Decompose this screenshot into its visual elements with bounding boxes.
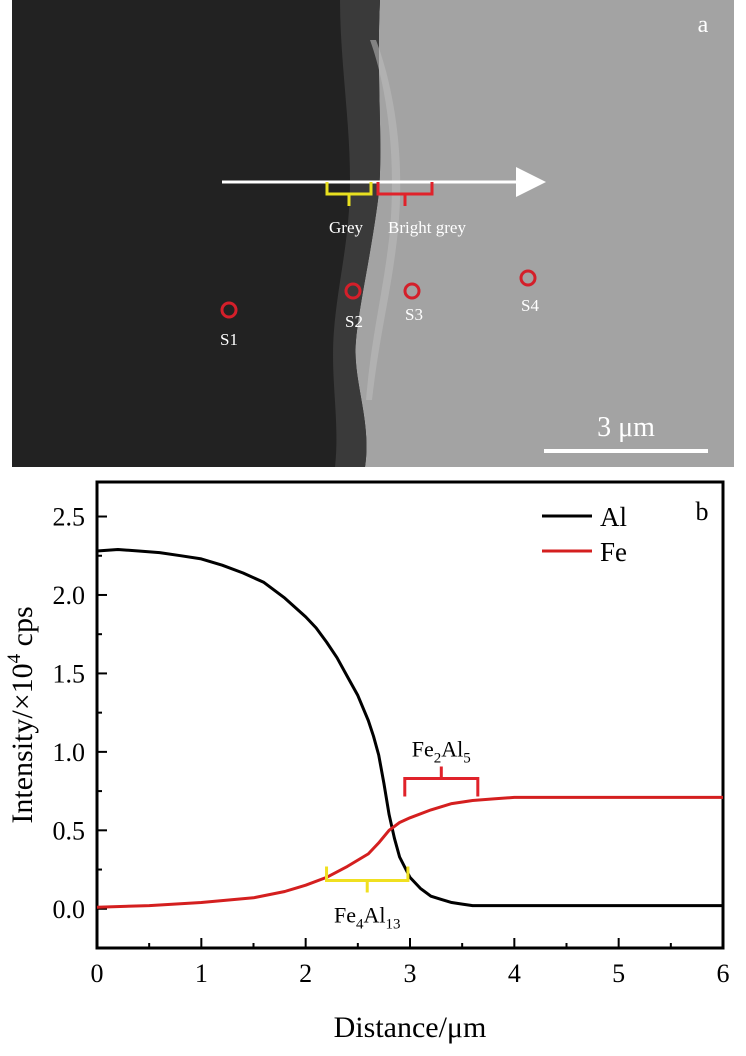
panel-b-label: b: [696, 497, 709, 526]
annotation-bracket: [403, 766, 480, 797]
point-s4-label: S4: [521, 296, 539, 315]
y-tick-label: 0.0: [53, 895, 86, 924]
point-s2-marker: [344, 282, 362, 300]
series-layer: [96, 548, 723, 909]
x-tick-label: 3: [404, 959, 417, 988]
y-tick-label: 2.5: [53, 503, 86, 532]
y-tick-label: 0.5: [53, 816, 86, 845]
point-s3-marker: [403, 282, 421, 300]
annotation-layer: Fe2Al5 Fe4Al13: [325, 737, 480, 933]
x-tick-label: 2: [299, 959, 312, 988]
bright-grey-label: Bright grey: [388, 218, 466, 237]
legend-fe-label: Fe: [600, 537, 627, 567]
x-tick-label: 4: [508, 959, 521, 988]
x-tick-label: 6: [717, 959, 730, 988]
bright-grey-bracket: [376, 182, 434, 206]
axis-ticks: 0 1 2 3 4 5 6 0.0 0.5 1.0 1.5 2.0 2.5: [53, 503, 730, 988]
grey-label: Grey: [329, 218, 363, 237]
y-tick-label: 1.5: [53, 659, 86, 688]
y-tick-label: 1.0: [53, 738, 86, 767]
y-axis-label-sup: 4: [4, 653, 25, 663]
y-axis-label: Intensity/×104 cps: [4, 606, 39, 823]
point-s1-label: S1: [220, 330, 238, 349]
x-axis-label: Distance/μm: [334, 1011, 487, 1044]
sem-bright-band: [366, 40, 401, 400]
grey-bracket: [325, 182, 373, 206]
sem-steel-region: [355, 0, 734, 467]
y-tick-label: 2.0: [53, 581, 86, 610]
point-s2-label: S2: [345, 312, 363, 331]
point-s3-label: S3: [405, 305, 423, 324]
annotation-label: Fe4Al13: [334, 903, 401, 933]
scale-bar-label: 3 μm: [597, 412, 655, 443]
sem-interface-layer: [333, 0, 381, 467]
x-tick-label: 5: [612, 959, 625, 988]
series-line-al: [96, 548, 723, 908]
x-tick-label: 1: [195, 959, 208, 988]
point-s4-marker: [519, 269, 537, 287]
series-line-fe: [96, 795, 723, 909]
point-s1-marker: [220, 301, 238, 319]
legend-al-label: Al: [600, 502, 627, 532]
annotation-bracket: [325, 866, 410, 893]
x-tick-label: 0: [91, 959, 104, 988]
sem-panel: a Grey Bright grey S1 S2 S3 S4 3 μm: [12, 0, 734, 467]
y-axis-label-main: Intensity/×10: [6, 663, 39, 823]
panel-a-label: a: [698, 12, 709, 38]
y-axis-label-unit: cps: [6, 606, 39, 654]
legend: Al Fe: [542, 502, 627, 567]
line-profile-chart: 0 1 2 3 4 5 60.00.51.01.52.02.5 Fe2Al5Fe4Al13 …: [4, 480, 730, 1044]
annotation-label: Fe2Al5: [412, 737, 471, 767]
